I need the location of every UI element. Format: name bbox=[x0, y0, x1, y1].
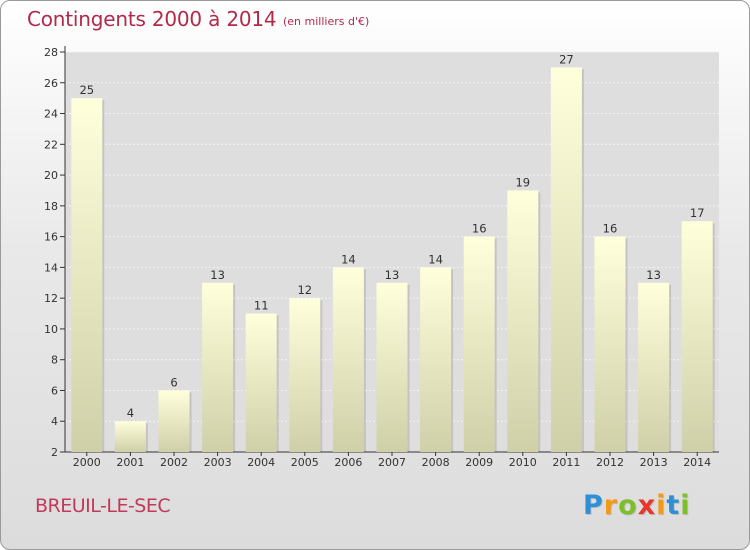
bar-value-label: 16 bbox=[603, 222, 618, 236]
bar bbox=[158, 390, 190, 452]
bar bbox=[681, 221, 713, 452]
bar-value-label: 14 bbox=[341, 252, 356, 266]
bar bbox=[420, 267, 452, 452]
x-tick-label: 2001 bbox=[116, 456, 144, 469]
bar bbox=[245, 313, 277, 452]
place-name: BREUIL-LE-SEC bbox=[35, 495, 171, 517]
x-tick-label: 2004 bbox=[247, 456, 275, 469]
logo-letter: i bbox=[656, 490, 667, 521]
bar-value-label: 17 bbox=[690, 206, 705, 220]
chart-title: Contingents 2000 à 2014 bbox=[27, 7, 277, 31]
bar bbox=[463, 236, 495, 452]
x-tick-label: 2000 bbox=[73, 456, 101, 469]
y-tick-label: 2 bbox=[51, 446, 58, 459]
x-tick-label: 2007 bbox=[378, 456, 406, 469]
x-tick-label: 2009 bbox=[465, 456, 493, 469]
x-tick-label: 2002 bbox=[160, 456, 188, 469]
bar-value-label: 13 bbox=[385, 268, 400, 282]
bar-value-label: 25 bbox=[79, 83, 94, 97]
bar-value-label: 27 bbox=[559, 52, 574, 66]
bar-value-label: 13 bbox=[210, 268, 225, 282]
x-tick-label: 2010 bbox=[509, 456, 537, 469]
bar bbox=[332, 267, 364, 452]
logo-letter: i bbox=[680, 490, 691, 521]
bar bbox=[289, 298, 321, 452]
bar bbox=[594, 236, 626, 452]
bar-value-label: 16 bbox=[472, 222, 487, 236]
y-tick-label: 18 bbox=[44, 200, 58, 213]
y-tick-label: 8 bbox=[51, 354, 58, 367]
y-tick-label: 4 bbox=[51, 415, 58, 428]
proxiti-logo[interactable]: Proxiti bbox=[583, 490, 691, 521]
y-tick-label: 26 bbox=[44, 77, 58, 90]
x-tick-label: 2013 bbox=[640, 456, 668, 469]
y-tick-label: 20 bbox=[44, 169, 58, 182]
logo-letter: o bbox=[618, 490, 638, 521]
logo-letter: P bbox=[583, 490, 604, 521]
x-tick-label: 2005 bbox=[291, 456, 319, 469]
logo-letter: x bbox=[637, 490, 657, 521]
logo-letter: r bbox=[603, 490, 619, 521]
y-tick-label: 28 bbox=[44, 46, 58, 59]
bar-value-label: 12 bbox=[297, 283, 312, 297]
chart-subtitle: (en milliers d'€) bbox=[283, 15, 370, 28]
bar bbox=[376, 282, 408, 452]
bar-value-label: 13 bbox=[646, 268, 661, 282]
y-tick-label: 12 bbox=[44, 292, 58, 305]
bar bbox=[202, 282, 234, 452]
x-tick-label: 2008 bbox=[422, 456, 450, 469]
y-tick-label: 24 bbox=[44, 108, 58, 121]
bar-value-label: 11 bbox=[254, 299, 269, 313]
x-tick-label: 2011 bbox=[552, 456, 580, 469]
logo-letter: t bbox=[666, 490, 681, 521]
bar bbox=[114, 421, 146, 452]
bar bbox=[507, 190, 539, 452]
bar bbox=[550, 67, 582, 452]
y-tick-label: 22 bbox=[44, 138, 58, 151]
y-tick-label: 14 bbox=[44, 261, 58, 274]
x-tick-label: 2014 bbox=[683, 456, 711, 469]
bar-value-label: 4 bbox=[127, 406, 134, 420]
bar bbox=[638, 282, 670, 452]
bar-value-label: 19 bbox=[515, 175, 530, 189]
bar bbox=[71, 98, 103, 453]
bar-value-label: 14 bbox=[428, 252, 443, 266]
y-tick-label: 16 bbox=[44, 231, 58, 244]
x-tick-label: 2003 bbox=[204, 456, 232, 469]
x-tick-label: 2012 bbox=[596, 456, 624, 469]
y-tick-label: 6 bbox=[51, 384, 58, 397]
y-tick-label: 10 bbox=[44, 323, 58, 336]
x-tick-label: 2006 bbox=[334, 456, 362, 469]
bar-value-label: 6 bbox=[170, 375, 177, 389]
